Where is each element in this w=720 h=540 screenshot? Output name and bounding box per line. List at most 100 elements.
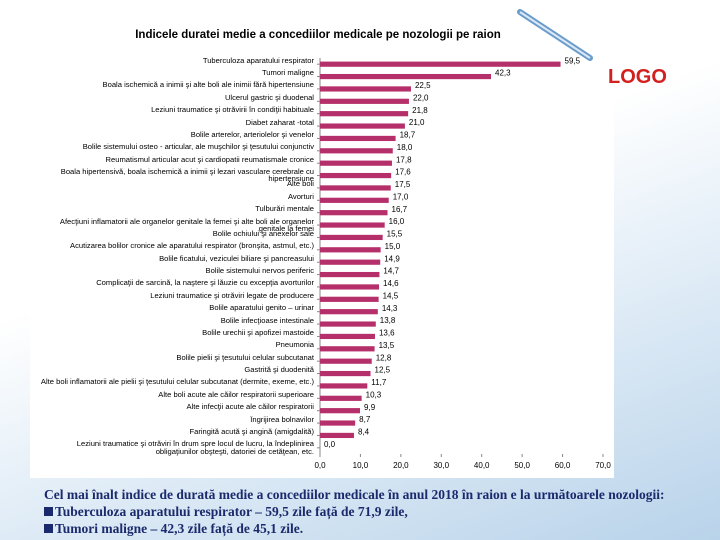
- bar: [320, 408, 361, 414]
- value-label: 18,0: [397, 143, 413, 152]
- category-label: Alte boli inflamatorii ale pielii şi ţes…: [40, 378, 314, 387]
- value-label: 8,7: [359, 415, 371, 424]
- category-label: Bolile sistemului osteo - articular, ale…: [82, 143, 314, 152]
- value-label: 14,9: [384, 254, 400, 263]
- category-label: Ulcerul gastric şi duodenal: [224, 93, 314, 102]
- bar: [320, 333, 375, 340]
- value-label: 22,0: [413, 93, 429, 102]
- x-tick-label: 50,0: [514, 461, 530, 470]
- category-label: Bolile arterelor, arteriolelor şi venelo…: [190, 130, 314, 139]
- value-label: 59,5: [565, 56, 581, 65]
- category-label: Tulburări mentale: [255, 205, 314, 214]
- bar: [320, 271, 380, 278]
- category-label-box: Bolile infecţioase intestinale: [220, 316, 314, 325]
- thermometer: [517, 9, 593, 61]
- value-label: 14,7: [383, 267, 399, 276]
- value-label: 17,8: [396, 155, 412, 164]
- bar: [320, 210, 388, 216]
- x-tick-label: 30,0: [433, 461, 449, 470]
- value-label: 15,5: [387, 230, 403, 239]
- x-tick-label: 0,0: [314, 461, 326, 470]
- logo: LOGO: [608, 66, 667, 88]
- category-label-box: Bolile urechii şi apofizei mastoide: [202, 328, 314, 337]
- category-label-box: Bolile ochiului şi anexelor sale: [212, 229, 314, 238]
- category-label-box: Boala ischemică a inimii şi alte boli al…: [102, 81, 314, 90]
- category-label-box: Boala hipertensivă, boala ischemică a in…: [60, 168, 314, 184]
- value-label: 14,6: [383, 279, 399, 288]
- category-label: Tuberculoza aparatului respirator: [202, 56, 314, 65]
- category-label-box: Acutizarea bolilor cronice ale aparatulu…: [70, 242, 314, 251]
- category-label: Bolile pielii şi ţesutului celular subcu…: [176, 353, 314, 362]
- value-label: 8,4: [358, 428, 370, 437]
- category-label: Alte infecţii acute ale căilor respirato…: [186, 403, 314, 412]
- chart-area: [30, 16, 614, 478]
- notes: Cel mai înalt indice de durată medie a c…: [44, 486, 714, 537]
- value-label: 15,0: [385, 242, 401, 251]
- category-label-box: Pneumonia: [275, 341, 314, 350]
- category-label-box: Bolile pielii şi ţesutului celular subcu…: [176, 353, 314, 362]
- bar: [320, 247, 381, 253]
- x-tick-label: 20,0: [393, 461, 409, 470]
- bar: [320, 346, 375, 352]
- value-label: 42,3: [495, 69, 511, 78]
- bar: [320, 420, 356, 426]
- bar: [320, 86, 411, 92]
- category-label: Pneumonia: [275, 341, 314, 350]
- value-label: 17,6: [395, 168, 411, 177]
- value-label: 22,5: [415, 81, 431, 90]
- category-label-box: Alte boli: [286, 180, 314, 189]
- bar: [320, 234, 383, 241]
- category-label: Bolile urechii şi apofizei mastoide: [202, 328, 314, 337]
- chart-title: Indicele duratei medie a concediilor med…: [135, 29, 501, 41]
- category-label-box: Tumori maligne: [261, 69, 314, 78]
- bar: [320, 383, 368, 389]
- bullet: Tumori maligne – 42,3 zile față de 45,1 …: [44, 520, 714, 537]
- value-label: 17,0: [393, 192, 409, 201]
- value-label: 16,7: [392, 205, 408, 214]
- value-label: 12,8: [376, 353, 392, 362]
- bar: [320, 259, 381, 265]
- category-label-box: Reumatismul articular acut şi cardiopati…: [106, 156, 314, 164]
- category-label-box: Alte boli inflamatorii ale pielii şi ţes…: [40, 378, 314, 387]
- x-tick-label: 10,0: [353, 461, 369, 470]
- category-label: Acutizarea bolilor cronice ale aparatulu…: [70, 242, 314, 251]
- category-label-box: Leziuni traumatice şi otrăvirii în condi…: [151, 106, 314, 114]
- value-label: 13,6: [379, 329, 395, 338]
- bar: [320, 61, 561, 67]
- value-label: 14,3: [382, 304, 398, 313]
- value-label: 13,8: [380, 316, 396, 325]
- category-label: Bolile infecţioase intestinale: [220, 316, 314, 325]
- category-label-box: Îngrijirea bolnavilor: [250, 416, 314, 424]
- category-label-box: Bolile aparatului genito – urinar: [209, 304, 314, 312]
- x-tick-label: 60,0: [555, 461, 571, 470]
- category-label-box: Leziuni traumatice şi otrăviri în drum s…: [76, 440, 314, 456]
- category-label: Faringită acută şi angină (amigdalită): [189, 427, 314, 436]
- category-label-box: Alte infecţii acute ale căilor respirato…: [186, 403, 314, 412]
- category-label-box: Bolile sistemului osteo - articular, ale…: [82, 143, 314, 152]
- category-label-box: Alte boli acute ale căilor respiratorii …: [158, 391, 314, 399]
- category-label: Bolile ochiului şi anexelor sale: [212, 229, 314, 238]
- category-label: Boala hipertensivă, boala ischemică a in…: [60, 168, 314, 184]
- category-label: Leziuni traumatice şi otrăviri legate de…: [150, 291, 314, 300]
- category-label-box: Bolile ficatului, veziculei biliare şi p…: [159, 255, 314, 263]
- x-tick-label: 40,0: [474, 461, 490, 470]
- value-label: 9,9: [364, 403, 376, 412]
- category-label-box: Tulburări mentale: [255, 205, 314, 214]
- category-label-box: Bolile sistemului nervos periferic: [206, 267, 314, 275]
- value-label: 11,7: [371, 378, 387, 387]
- bar: [320, 395, 362, 401]
- category-label-box: Faringită acută şi angină (amigdalită): [189, 427, 314, 436]
- value-label: 0,0: [324, 440, 336, 449]
- value-label: 21,0: [409, 118, 425, 127]
- bar: [320, 309, 378, 315]
- category-label: Tumori maligne: [261, 69, 314, 78]
- category-label: Alte boli: [286, 180, 314, 189]
- bar: [320, 296, 379, 302]
- category-label: Leziuni traumatice şi otrăviri în drum s…: [76, 440, 314, 456]
- bar: [320, 284, 380, 290]
- bar: [320, 148, 393, 154]
- bullet-text: Tumori maligne – 42,3 zile față de 45,1 …: [55, 521, 304, 536]
- category-label: Boala ischemică a inimii şi alte boli al…: [102, 81, 314, 90]
- x-tick-label: 70,0: [595, 461, 611, 470]
